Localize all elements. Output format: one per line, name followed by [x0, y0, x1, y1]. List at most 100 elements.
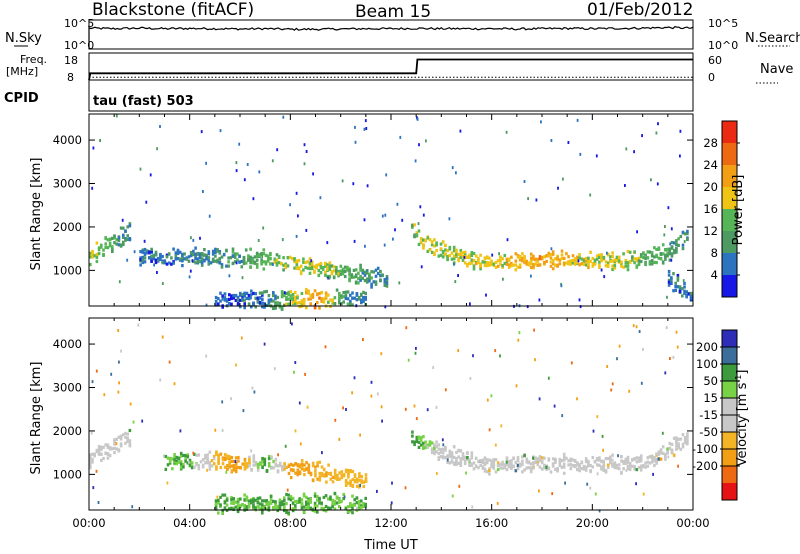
- data-cell: [254, 506, 257, 510]
- beam-label: Beam 15: [355, 2, 431, 22]
- scatter-cell: [303, 143, 306, 147]
- data-cell: [626, 464, 630, 468]
- data-cell: [209, 261, 213, 265]
- data-cell: [534, 456, 537, 460]
- data-cell: [294, 471, 297, 475]
- scatter-cell: [139, 167, 142, 171]
- data-cell: [547, 467, 551, 471]
- data-cell: [626, 460, 630, 464]
- data-cell: [254, 463, 258, 467]
- data-cell: [262, 248, 266, 252]
- data-cell: [217, 453, 220, 457]
- scatter-cell: [153, 263, 155, 267]
- data-cell: [320, 297, 323, 301]
- data-cell: [210, 459, 214, 463]
- data-cell: [543, 255, 546, 259]
- velocity-cbar-swatch: [722, 415, 737, 433]
- data-cell: [221, 462, 225, 466]
- data-cell: [573, 260, 577, 264]
- data-cell: [139, 256, 142, 260]
- data-cell: [91, 460, 94, 464]
- data-cell: [648, 455, 652, 459]
- velocity-cbar-tick-label: -200: [692, 459, 718, 473]
- scatter-cell: [293, 370, 295, 374]
- data-cell: [275, 253, 279, 257]
- data-cell: [501, 264, 504, 268]
- data-cell: [283, 464, 286, 468]
- data-cell: [639, 259, 643, 264]
- data-cell: [681, 230, 685, 234]
- data-cell: [324, 264, 327, 268]
- data-cell: [675, 447, 678, 451]
- data-cell: [283, 498, 286, 502]
- data-cell: [245, 507, 249, 511]
- data-cell: [549, 256, 553, 260]
- data-cell: [175, 455, 179, 459]
- data-cell: [358, 474, 361, 479]
- data-cell: [385, 281, 389, 285]
- data-cell: [244, 261, 248, 265]
- data-cell: [459, 461, 463, 465]
- data-cell: [455, 457, 458, 461]
- data-cell: [505, 463, 509, 467]
- data-cell: [214, 295, 218, 300]
- scatter-cell: [596, 415, 599, 419]
- scatter-cell: [415, 346, 417, 350]
- data-cell: [672, 436, 676, 440]
- data-cell: [221, 305, 224, 309]
- data-cell: [479, 267, 482, 271]
- data-cell: [668, 249, 672, 253]
- data-cell: [411, 430, 414, 434]
- scatter-cell: [404, 407, 407, 411]
- scatter-cell: [404, 486, 407, 490]
- data-cell: [481, 465, 485, 469]
- data-cell: [562, 471, 566, 475]
- data-cell: [211, 249, 215, 253]
- data-cell: [294, 507, 297, 511]
- data-cell: [457, 448, 460, 452]
- data-cell: [297, 259, 301, 263]
- data-cell: [272, 499, 275, 503]
- data-cell: [676, 285, 680, 289]
- scatter-cell: [192, 238, 195, 242]
- data-cell: [470, 453, 474, 457]
- data-cell: [331, 475, 335, 479]
- data-cell: [307, 291, 310, 295]
- data-cell: [285, 465, 289, 469]
- data-cell: [376, 271, 380, 276]
- scatter-cell: [657, 122, 659, 126]
- data-cell: [255, 265, 259, 269]
- data-cell: [659, 457, 663, 461]
- data-cell: [283, 502, 286, 506]
- data-cell: [97, 450, 101, 454]
- scatter-cell: [533, 328, 535, 332]
- data-cell: [302, 257, 305, 261]
- data-cell: [89, 466, 92, 470]
- data-cell: [355, 293, 359, 297]
- data-cell: [354, 273, 358, 277]
- data-cell: [282, 268, 285, 272]
- data-cell: [230, 464, 234, 468]
- data-cell: [150, 249, 153, 253]
- data-cell: [600, 465, 603, 469]
- data-cell: [274, 506, 277, 510]
- data-cell: [352, 275, 356, 279]
- data-cell: [609, 458, 612, 462]
- data-cell: [225, 498, 229, 502]
- data-cell: [264, 260, 268, 264]
- data-cell: [490, 465, 493, 469]
- data-cell: [275, 260, 279, 264]
- data-cell: [326, 263, 329, 267]
- power-cbar-swatch: [722, 209, 737, 232]
- velocity-cbar-label: Velocity [m s-1]: [734, 370, 750, 467]
- data-cell: [322, 495, 326, 499]
- scatter-cell: [448, 217, 451, 221]
- data-cell: [642, 463, 645, 468]
- data-cell: [184, 457, 187, 461]
- data-cell: [307, 466, 311, 470]
- data-cell: [324, 494, 328, 498]
- data-cell: [359, 268, 362, 272]
- scatter-cell: [299, 442, 302, 446]
- data-cell: [516, 265, 520, 269]
- data-cell: [106, 456, 110, 460]
